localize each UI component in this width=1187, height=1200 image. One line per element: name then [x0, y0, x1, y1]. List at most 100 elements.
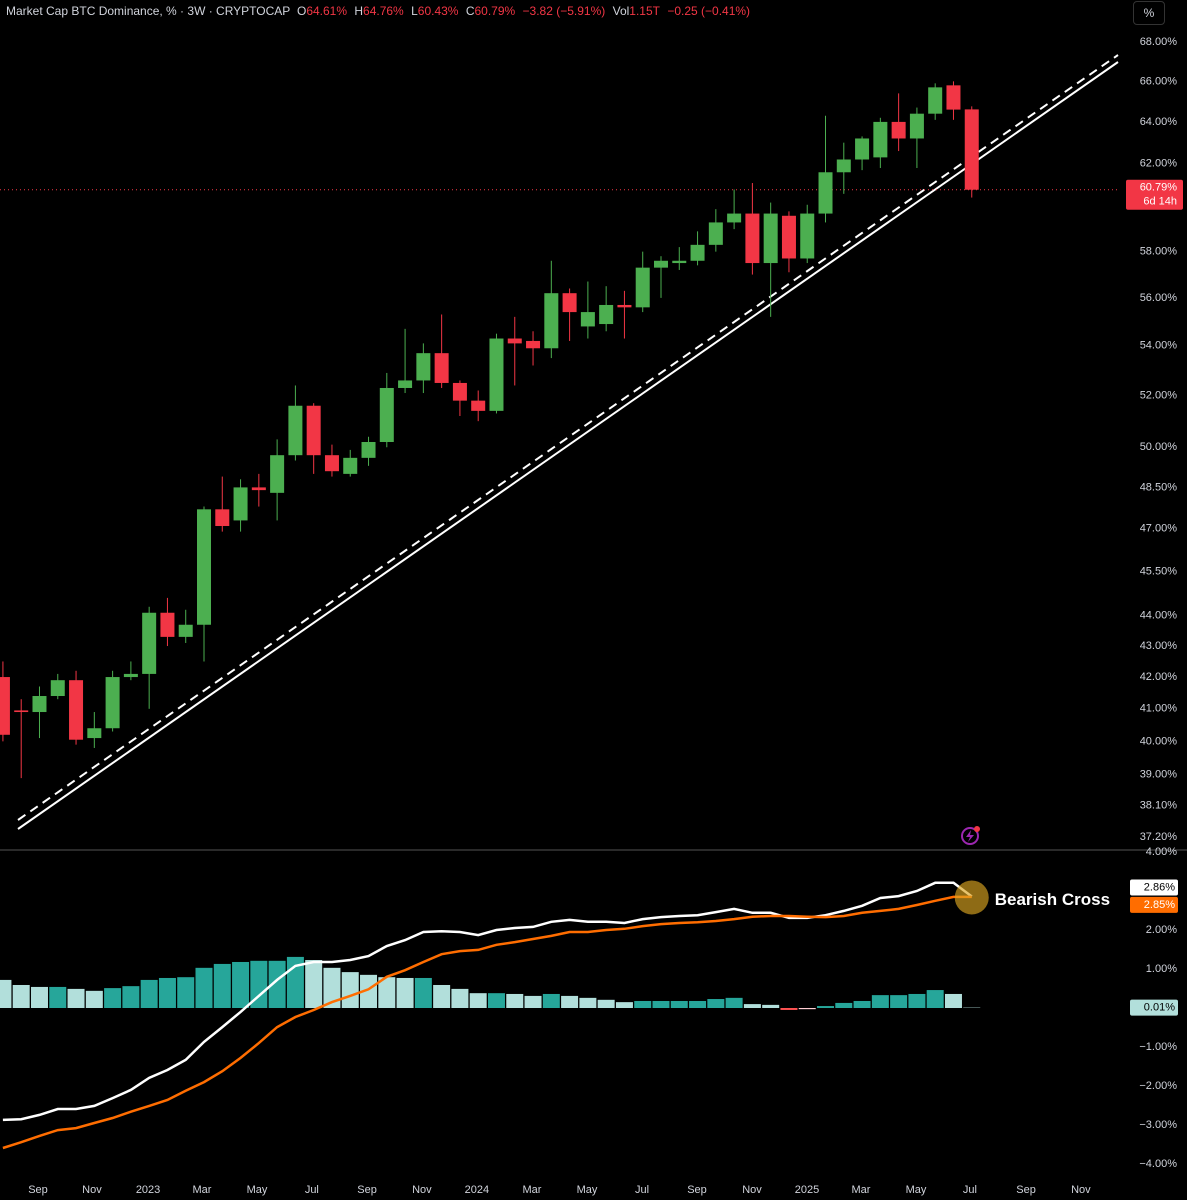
- histogram-bar: [762, 1004, 780, 1008]
- y-tick-label: 41.00%: [1140, 703, 1178, 715]
- histogram-tag: [1130, 999, 1178, 1016]
- candle-body: [763, 213, 778, 264]
- histogram-bar: [817, 1006, 835, 1008]
- histogram-bar: [49, 986, 67, 1008]
- histogram-bar: [323, 967, 341, 1008]
- candle-body: [270, 455, 285, 493]
- histogram-bar: [414, 977, 432, 1008]
- candle-body: [855, 138, 870, 160]
- candle-body: [398, 380, 413, 388]
- histogram-bar: [396, 977, 414, 1008]
- histogram-bar: [67, 988, 85, 1008]
- y-tick-label: 54.00%: [1140, 340, 1178, 352]
- x-tick-label: Nov: [412, 1184, 432, 1196]
- countdown-label: 6d 14h: [1143, 196, 1177, 208]
- candle-body: [379, 387, 394, 442]
- candle-body: [507, 338, 522, 344]
- histogram-bar: [542, 993, 560, 1008]
- candle-body: [87, 728, 102, 739]
- x-tick-label: 2025: [795, 1184, 819, 1196]
- line-tag-label: 2.85%: [1144, 899, 1175, 911]
- scale-button[interactable]: %: [1133, 1, 1165, 25]
- candle-body: [526, 340, 541, 349]
- y-tick-label: 68.00%: [1140, 36, 1178, 48]
- candle-body: [416, 353, 431, 381]
- y-tick-label: 58.00%: [1140, 246, 1178, 258]
- y-tick-label: 42.00%: [1140, 671, 1178, 683]
- histogram-bar: [634, 1000, 652, 1008]
- histogram-bar: [158, 977, 176, 1008]
- y-tick-label: −3.00%: [1139, 1119, 1177, 1131]
- candle-body: [178, 624, 193, 637]
- y-tick-label: 2.00%: [1146, 924, 1177, 936]
- histogram-bar: [561, 995, 579, 1008]
- histogram-bar: [835, 1002, 853, 1008]
- candle-body: [361, 441, 376, 458]
- x-tick-label: Mar: [851, 1184, 870, 1196]
- histogram-bar: [853, 1000, 871, 1008]
- x-tick-label: Nov: [82, 1184, 102, 1196]
- histogram-bar: [104, 988, 122, 1008]
- y-tick-label: 45.50%: [1140, 565, 1178, 577]
- histogram-bar: [615, 1002, 633, 1008]
- candle-body: [544, 293, 559, 349]
- histogram-bar: [378, 977, 396, 1008]
- candle-body: [928, 87, 943, 114]
- histogram-bar: [524, 995, 542, 1008]
- ohlc-key: C: [465, 4, 475, 18]
- trendline: [17, 61, 1119, 830]
- candle-body: [745, 213, 760, 264]
- indicator-line: [2, 895, 972, 1150]
- histogram-bar: [689, 1000, 707, 1008]
- candle-body: [434, 353, 449, 383]
- histogram-bar: [30, 986, 48, 1008]
- histogram-bar: [469, 993, 487, 1008]
- candle-body: [489, 338, 504, 411]
- candle-body: [288, 405, 303, 456]
- y-tick-label: 47.00%: [1140, 523, 1178, 535]
- x-tick-label: 2023: [136, 1184, 160, 1196]
- price-tag-label: 60.79%: [1140, 182, 1178, 194]
- candle-body: [727, 213, 742, 223]
- ohlc-key: L: [411, 4, 418, 18]
- candle-body: [14, 710, 29, 713]
- candle-body: [836, 159, 851, 173]
- histogram-bar: [451, 988, 469, 1008]
- candle-body: [818, 172, 833, 214]
- legend-header: Market Cap BTC Dominance, % · 3W · CRYPT…: [6, 4, 754, 18]
- candle-body: [452, 382, 467, 401]
- candle-body: [617, 304, 632, 308]
- y-tick-label: −1.00%: [1139, 1041, 1177, 1053]
- candle-body: [32, 696, 47, 713]
- histogram-bar: [780, 1008, 798, 1010]
- y-tick-label: 40.00%: [1140, 735, 1178, 747]
- vol-value: 1.15T: [629, 4, 660, 18]
- line-tag: [1130, 896, 1178, 913]
- y-tick-label: 64.00%: [1140, 116, 1178, 128]
- candle-body: [105, 677, 120, 729]
- histogram-bar: [250, 960, 268, 1008]
- histogram-bar: [305, 960, 323, 1008]
- x-tick-label: May: [247, 1184, 268, 1196]
- x-tick-label: May: [906, 1184, 927, 1196]
- ohlc-value: 64.76%: [363, 4, 404, 18]
- candle-body: [946, 85, 961, 110]
- candle-body: [50, 680, 65, 697]
- histogram-bar: [487, 993, 505, 1008]
- y-tick-label: 66.00%: [1140, 75, 1178, 87]
- x-tick-label: Sep: [1016, 1184, 1036, 1196]
- x-tick-label: Nov: [1071, 1184, 1091, 1196]
- annotation: Bearish Cross: [995, 890, 1110, 909]
- histogram-bar: [890, 995, 908, 1008]
- candle-body: [324, 455, 339, 472]
- x-tick-label: Jul: [963, 1184, 977, 1196]
- y-tick-label: 37.20%: [1140, 831, 1178, 843]
- candle-body: [160, 612, 175, 637]
- ohlc-value: 60.79%: [474, 4, 516, 18]
- histogram-bar: [597, 999, 615, 1008]
- candle-body: [197, 509, 212, 625]
- histogram-bar: [871, 995, 889, 1008]
- candle-body: [800, 213, 815, 259]
- x-tick-label: Sep: [28, 1184, 48, 1196]
